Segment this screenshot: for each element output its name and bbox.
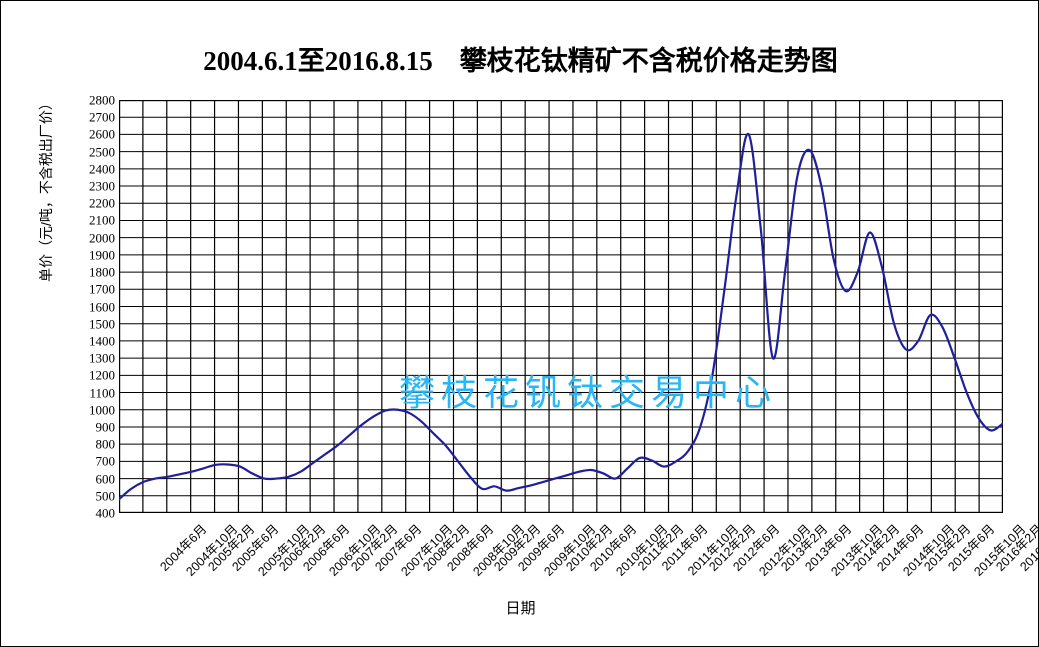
y-axis-title: 单价（元/吨，不含税出厂价） [38,96,54,282]
x-tick-label: 2004年6月 [157,521,210,574]
x-tick-label: 2012年6月 [730,521,783,574]
grid-lines [119,100,1003,513]
y-tick-label: 2600 [89,126,115,142]
x-tick-label: 2009年10月 [541,521,599,579]
y-tick-label: 900 [95,419,116,435]
x-tick-label: 2008年10月 [469,521,527,579]
y-tick-label: 2400 [89,161,115,177]
x-tick-label: 2010年10月 [613,521,671,579]
x-tick-label: 2010年6月 [587,521,640,574]
y-tick-label: 2000 [89,230,115,246]
x-tick-label: 2016年6月 [1017,521,1039,574]
x-tick-label: 2011年2月 [634,521,687,574]
x-tick-label: 2004年10月 [183,521,241,579]
x-tick-label: 2012年2月 [706,521,759,574]
price-series-line [119,133,1003,501]
y-tick-label: 2200 [89,195,115,211]
x-tick-label: 2013年2月 [778,521,831,574]
x-tick-label: 2009年6月 [515,521,568,574]
y-tick-label: 1300 [89,350,115,366]
y-tick-label: 1000 [89,402,115,418]
y-tick-label: 500 [95,488,116,504]
y-tick-label: 1900 [89,247,115,263]
x-tick-label: 2011年10月 [684,521,742,579]
x-tick-label: 2008年2月 [420,521,473,574]
x-tick-label: 2009年2月 [491,521,544,574]
page-title: 2004.6.1至2016.8.15 攀枝花钛精矿不含税价格走势图 [203,46,838,76]
x-tick-label: 2014年2月 [850,521,903,574]
price-line-chart [119,100,1003,513]
y-tick-label: 800 [95,436,116,452]
y-tick-label: 1200 [89,367,115,383]
x-tick-label: 2005年10月 [254,521,312,579]
x-tick-label: 2014年10月 [899,521,958,579]
x-tick-label: 2010年2月 [563,521,616,574]
y-tick-label: 700 [95,453,116,469]
y-tick-label: 600 [95,471,116,487]
x-tick-label: 2006年6月 [300,521,353,574]
y-tick-label: 1800 [89,264,115,280]
x-tick-label: 2005年2月 [205,521,258,574]
x-tick-label: 2011年6月 [658,521,711,574]
y-tick-label: 1500 [89,316,115,332]
x-axis-title: 日期 [505,600,536,617]
y-tick-label: 2700 [89,109,115,125]
y-tick-label: 1100 [89,385,115,401]
x-tick-label: 2015年2月 [921,521,974,574]
x-tick-label: 2006年10月 [326,521,384,579]
x-tick-label: 2007年2月 [348,521,401,574]
y-tick-label: 1700 [89,281,115,297]
x-tick-label: 2016年2月 [993,521,1039,574]
x-tick-label: 2015年6月 [945,521,998,574]
x-tick-label: 2013年10月 [828,521,886,579]
x-tick-label: 2015年10月 [971,521,1029,579]
x-tick-label: 2013年6月 [802,521,855,574]
x-tick-label: 2007年6月 [372,521,425,574]
x-tick-label: 2014年6月 [874,521,927,574]
y-tick-label: 2500 [89,144,115,160]
y-tick-label: 2800 [89,92,115,108]
x-tick-label: 2006年2月 [276,521,329,574]
x-tick-label: 2007年10月 [398,521,456,579]
y-tick-label: 2300 [89,178,115,194]
x-tick-label: 2005年6月 [228,521,282,574]
y-tick-label: 1600 [89,299,115,314]
y-tick-label: 2100 [89,212,115,228]
plot-border [119,100,1003,513]
plot-area [119,100,1003,513]
x-tick-label: 2008年6月 [443,521,497,574]
y-tick-label: 1400 [89,333,115,349]
x-tick-label: 2012年10月 [756,521,814,579]
y-tick-label: 400 [95,505,116,521]
y-axis-tick-labels: 2800 2700 2600 2500 2400 2300 2200 2100 2000 1900… [61,94,116,520]
